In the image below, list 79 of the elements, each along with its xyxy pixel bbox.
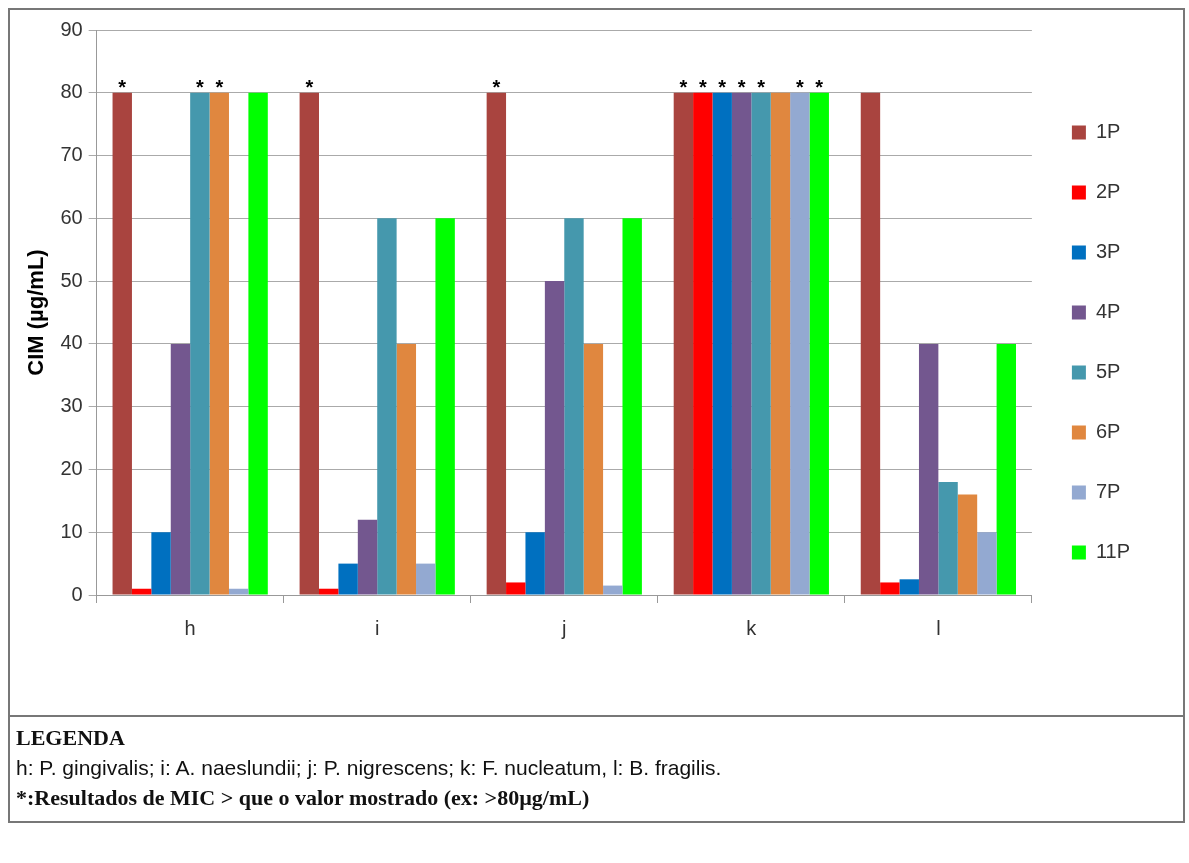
- y-axis-title: CIM (µg/mL): [23, 249, 49, 376]
- legend-label: 4P: [1095, 300, 1121, 323]
- bar: [486, 92, 507, 595]
- y-tick-label: 10: [60, 519, 83, 542]
- bar: [770, 92, 791, 595]
- data-label: *: [679, 76, 688, 99]
- y-tick-label: 20: [60, 456, 83, 479]
- data-label: *: [795, 76, 804, 99]
- bar: [525, 532, 545, 595]
- y-tick-label: 70: [60, 143, 83, 166]
- bar: [673, 92, 694, 595]
- bar: [880, 582, 900, 595]
- y-tick-label: 30: [60, 394, 83, 417]
- bar: [918, 343, 939, 595]
- legend-label: 3P: [1095, 240, 1121, 263]
- text: h: P. gingivalis; i: A. naeslundii; j: P. nigrescens; k: F. nucleatum, l: B. fragilis.: [16, 755, 723, 781]
- data-label: *: [118, 76, 127, 99]
- bar: [996, 343, 1016, 595]
- bar: [248, 92, 268, 595]
- bar: [957, 494, 978, 595]
- bar: [396, 343, 417, 595]
- x-tick-label: i: [375, 616, 380, 639]
- bar: [299, 92, 319, 595]
- data-label: *: [815, 76, 824, 99]
- bar: [228, 588, 249, 595]
- bar: [693, 92, 713, 595]
- bar: [938, 482, 958, 595]
- text: LEGENDA: [16, 724, 126, 752]
- data-label: *: [195, 76, 204, 99]
- bar: [377, 218, 397, 595]
- bar: [809, 92, 829, 595]
- bar: [751, 92, 771, 595]
- bar: [190, 92, 210, 595]
- data-label: *: [718, 76, 727, 99]
- x-tick-label: h: [184, 616, 196, 639]
- bar: [506, 582, 526, 595]
- data-label: *: [757, 76, 766, 99]
- bar: [622, 218, 642, 595]
- y-tick-label: 80: [60, 80, 83, 103]
- text: *:Resultados de MIC > que o valor mostrado (ex: >80µg/mL): [16, 784, 591, 812]
- x-tick-label: k: [746, 616, 758, 639]
- y-tick-label: 50: [60, 268, 83, 291]
- bar: [357, 519, 378, 595]
- bar: [151, 532, 171, 595]
- x-tick-label: j: [561, 616, 567, 639]
- data-label: *: [698, 76, 707, 99]
- bar: [790, 92, 810, 595]
- data-label: *: [305, 76, 314, 99]
- data-label: *: [492, 76, 501, 99]
- x-tick-label: l: [936, 616, 941, 639]
- bar: [603, 585, 623, 595]
- bar: [860, 92, 881, 595]
- legend-label: 11P: [1095, 540, 1131, 563]
- data-label: *: [215, 76, 224, 99]
- legend-label: 6P: [1095, 420, 1121, 443]
- bar: [319, 588, 339, 595]
- bar: [416, 563, 436, 595]
- bar: [112, 92, 132, 595]
- y-tick-label: 0: [71, 582, 83, 605]
- bar: [731, 92, 752, 595]
- y-tick-label: 90: [60, 17, 83, 40]
- bar: [712, 92, 732, 595]
- bar: [899, 579, 919, 595]
- bar: [544, 281, 565, 595]
- bar: [435, 218, 455, 595]
- legend-label: 5P: [1095, 360, 1121, 383]
- bar: [209, 92, 229, 595]
- bar: [564, 218, 584, 595]
- y-tick-label: 40: [60, 331, 83, 354]
- bar: [170, 343, 191, 595]
- y-tick-label: 60: [60, 205, 83, 228]
- data-label: *: [737, 76, 746, 99]
- legend-label: 2P: [1095, 180, 1121, 203]
- bar: [977, 532, 997, 595]
- legend-label: 7P: [1095, 480, 1121, 503]
- legend-label: 1P: [1095, 120, 1121, 143]
- bar: [583, 343, 604, 595]
- bar: [131, 588, 152, 595]
- bar: [338, 563, 358, 595]
